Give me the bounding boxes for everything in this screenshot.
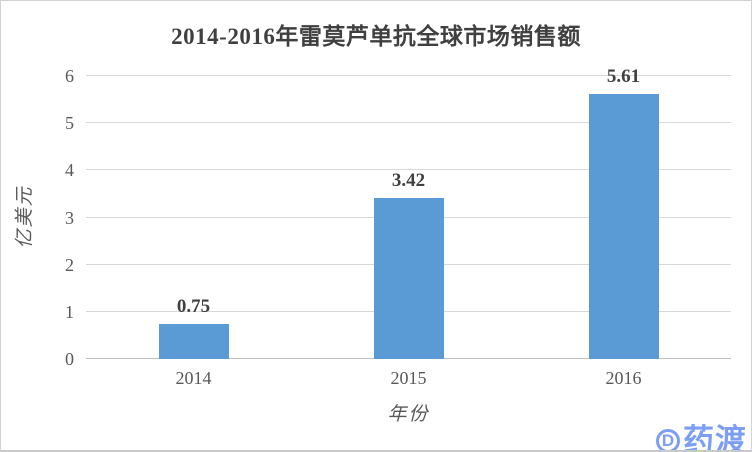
logo-text: 药渡	[683, 423, 747, 452]
bar-2016	[588, 94, 659, 359]
y-axis-label: 亿美元	[14, 185, 36, 249]
gridline	[86, 75, 731, 76]
chart-title: 2014-2016年雷莫芦单抗全球市场销售额	[171, 24, 581, 49]
circle-d-icon: D	[656, 428, 680, 450]
y-tick-label: 6	[65, 66, 74, 86]
bar-2014	[158, 323, 229, 359]
y-tick-label: 1	[65, 301, 74, 322]
y-tick-label: 5	[65, 113, 74, 134]
gridline	[86, 169, 731, 171]
x-tick-label: 2015	[390, 368, 427, 388]
bar-value-label: 0.75	[176, 295, 211, 317]
x-tick-label: 2016	[605, 368, 642, 388]
gridline	[86, 122, 731, 124]
bar-value-label: 5.61	[606, 66, 641, 88]
y-tick-label: 4	[65, 160, 74, 181]
y-tick-label: 0	[65, 349, 74, 369]
y-tick-label: 2	[65, 254, 74, 275]
bar-value-label: 3.42	[391, 169, 426, 191]
bar-2015	[373, 197, 444, 359]
plot-area: 0.75 3.42 5.61	[86, 67, 731, 359]
x-tick-label: 2014	[175, 368, 212, 388]
pharmacodia-logo: D 药渡	[656, 423, 747, 452]
x-axis-label: 年份	[387, 404, 430, 425]
y-tick-label: 3	[65, 207, 74, 228]
